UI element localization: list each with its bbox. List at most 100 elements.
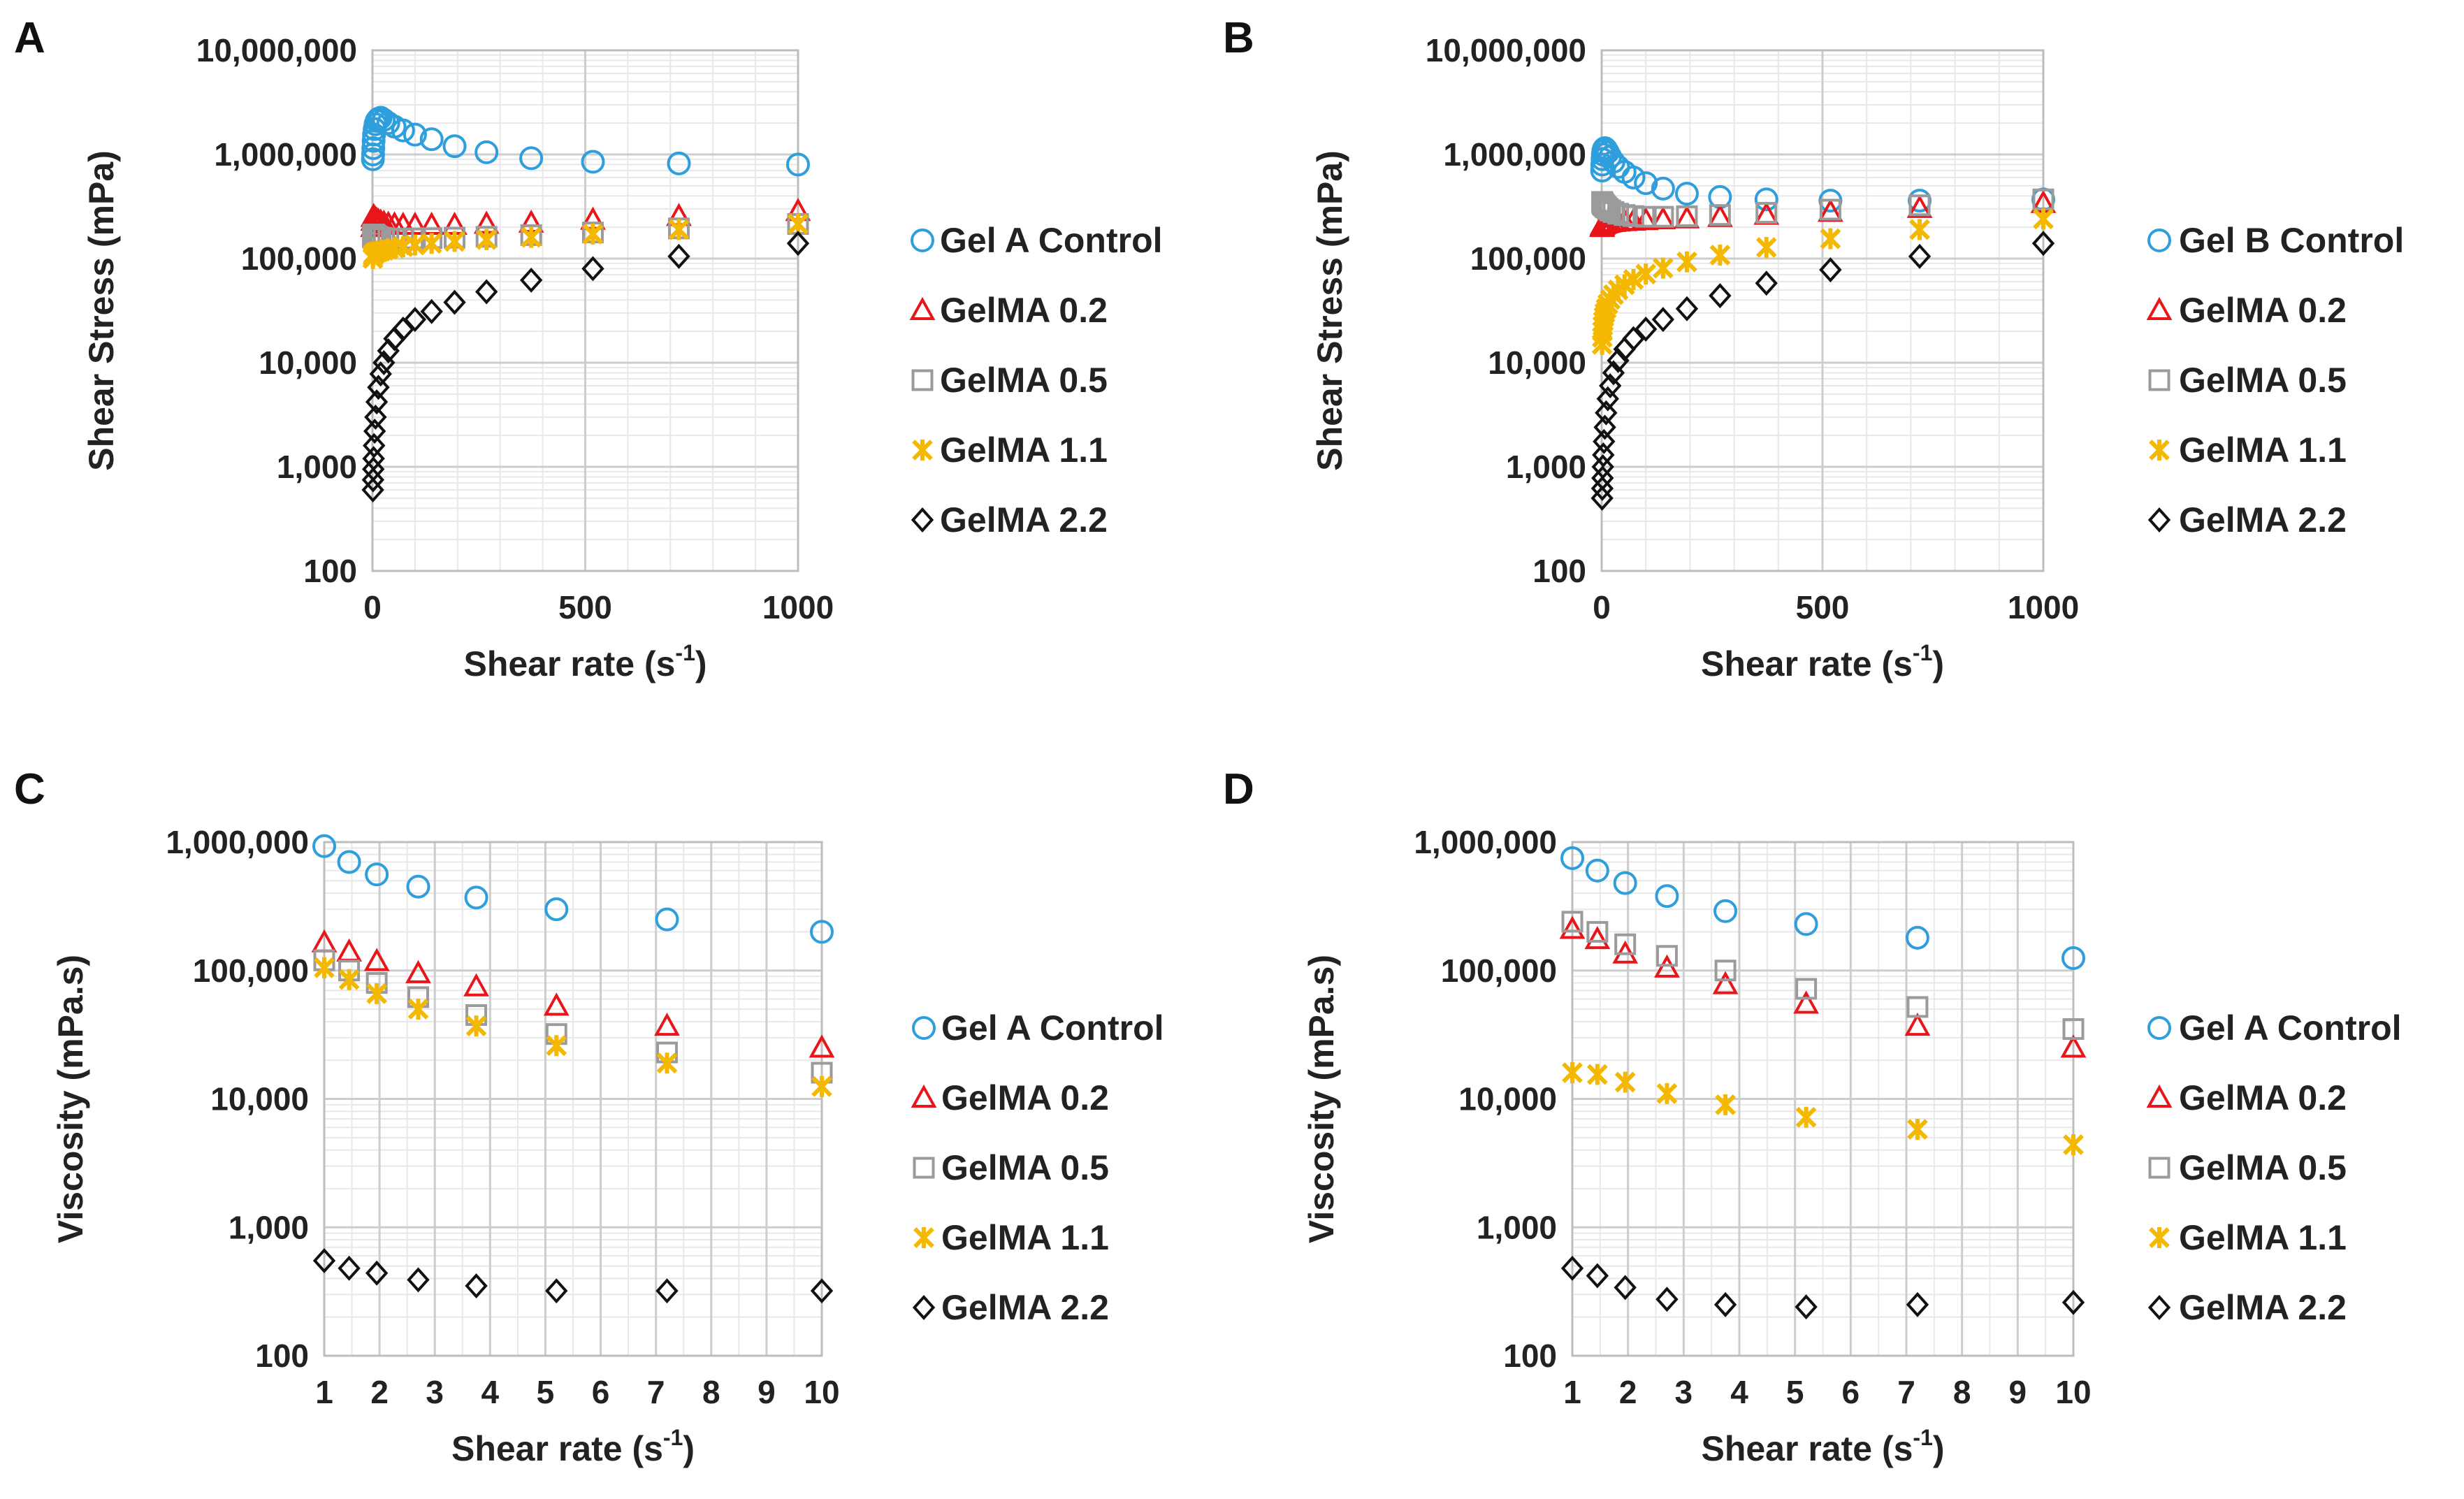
data-point: [402, 211, 428, 235]
data-point: [362, 446, 385, 472]
data-point: [1909, 219, 1930, 240]
data-point: [811, 1076, 832, 1097]
data-point: [444, 231, 465, 252]
data-point: [1906, 996, 1929, 1018]
data-point: [1621, 166, 1646, 190]
data-point: [1654, 954, 1680, 978]
y-tick-label: 100,000: [1441, 953, 1557, 989]
data-point: [1755, 202, 1778, 224]
data-point: [421, 233, 442, 254]
legend-marker: [2146, 1084, 2173, 1108]
x-axis-title-text: Shear rate (s: [451, 1429, 663, 1468]
legend-label: GelMA 0.5: [941, 1148, 1109, 1187]
x-tick-label: 9: [2009, 1374, 2027, 1410]
y-tick-label: 1,000,000: [166, 824, 309, 860]
x-tick-label: 7: [647, 1374, 665, 1410]
data-point: [1906, 194, 1933, 218]
data-point: [581, 150, 605, 174]
data-point: [338, 969, 360, 990]
x-axis-title: Shear rate (s-1): [463, 640, 706, 683]
data-point: [312, 834, 336, 858]
data-point: [363, 433, 386, 458]
legend-label: Gel A Control: [2179, 1008, 2402, 1048]
data-point: [1590, 485, 1614, 511]
y-tick-label: 1,000,000: [1443, 136, 1586, 173]
data-point: [1560, 846, 1584, 870]
legend-label: GelMA 0.5: [940, 361, 1108, 400]
data-point: [2033, 208, 2054, 230]
data-point: [1623, 205, 1645, 227]
data-point: [519, 146, 544, 171]
data-point: [1712, 971, 1739, 994]
x-axis-title-text: Shear rate (s: [463, 644, 675, 683]
legend-marker: [2149, 1227, 2170, 1248]
data-point: [545, 1278, 568, 1304]
x-tick-label: 8: [702, 1374, 720, 1410]
data-point: [1652, 257, 1674, 279]
data-point: [1592, 442, 1615, 468]
legend-label: Gel A Control: [941, 1008, 1164, 1048]
data-point: [655, 907, 679, 932]
x-tick-label: 3: [1675, 1374, 1693, 1410]
legend-marker: [2147, 507, 2171, 533]
plot-frame: [323, 841, 823, 1357]
data-point: [1599, 373, 1622, 399]
data-point: [420, 298, 443, 324]
data-point: [1655, 884, 1679, 908]
data-point: [810, 1278, 834, 1304]
data-point: [364, 404, 387, 430]
x-axis-title-end: ): [695, 644, 707, 683]
data-point: [403, 122, 427, 147]
data-point: [1586, 920, 1609, 943]
legend-label: GelMA 0.5: [2179, 1148, 2347, 1187]
data-point: [1561, 911, 1584, 933]
data-point: [1650, 206, 1676, 230]
data-point: [1599, 199, 1621, 222]
data-point: [475, 279, 498, 305]
legend-marker: [913, 1227, 934, 1248]
data-point: [1586, 1263, 1609, 1289]
x-axis-title-text: Shear rate (s: [1701, 1429, 1913, 1468]
data-point: [1614, 1071, 1636, 1093]
data-point: [1907, 1118, 1928, 1140]
data-point: [1595, 400, 1618, 426]
legend-marker: [2149, 440, 2170, 461]
legend-marker: [911, 1084, 937, 1108]
data-point: [1623, 268, 1644, 290]
data-point: [406, 874, 430, 899]
data-point: [442, 211, 468, 235]
legend-marker: [2146, 296, 2173, 320]
data-point: [1593, 414, 1616, 440]
y-axis-title: Viscosity (mPa.s): [51, 955, 90, 1243]
data-point: [1715, 1094, 1736, 1115]
legend: Gel A Control GelMA 0.2 GelMA 0.5 GelMA 1.1…: [909, 221, 1163, 540]
x-tick-label: 7: [1897, 1374, 1915, 1410]
panel-A: A 100 1,000 10,000 100,000 1,000,000 10,000,00…: [14, 14, 1163, 683]
y-tick-label: 1,000: [1477, 1209, 1557, 1245]
data-point: [667, 151, 691, 175]
data-point: [366, 983, 388, 1004]
data-point: [1795, 1294, 1818, 1320]
x-tick-label: 2: [1619, 1374, 1637, 1410]
y-tick-label: 1,000,000: [1414, 824, 1557, 860]
legend-marker: [912, 1295, 936, 1320]
data-point: [1674, 182, 1699, 206]
data-point: [1591, 454, 1614, 479]
data-point: [1652, 205, 1674, 228]
data-point: [363, 418, 386, 444]
data-point: [1607, 347, 1630, 373]
data-point: [361, 136, 386, 160]
panel-B: B 100 1,000 10,000 100,000 1,000,000 10,000,00…: [1223, 14, 2404, 683]
legend-marker: [909, 296, 936, 320]
x-axis-title: Shear rate (s-1): [1701, 640, 1944, 683]
data-point: [582, 223, 604, 245]
legend: Gel A Control GelMA 0.2 GelMA 0.5 GelMA 1.1…: [911, 1008, 1164, 1327]
legend-label: GelMA 0.2: [940, 291, 1108, 330]
data-point: [1755, 237, 1777, 259]
x-tick-label: 10: [2055, 1374, 2091, 1410]
data-point: [405, 234, 426, 256]
data-point: [474, 140, 499, 164]
data-point: [1904, 1012, 1931, 1036]
x-axis-title-superscript: -1: [1913, 640, 1932, 665]
y-tick-label: 10,000,000: [1426, 32, 1586, 68]
